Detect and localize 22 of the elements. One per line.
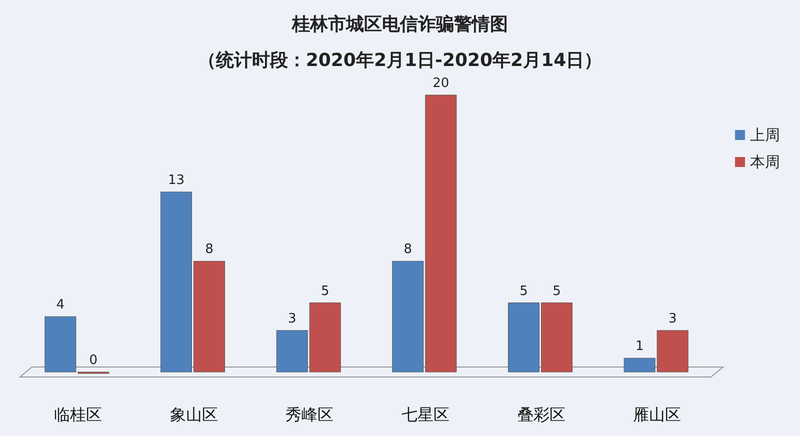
x-tick-label: 七星区: [401, 405, 450, 424]
data-label: 13: [168, 172, 185, 188]
legend-label: 本周: [750, 153, 780, 171]
legend-label: 上周: [750, 126, 780, 144]
x-tick-label: 雁山区: [633, 405, 682, 424]
data-label: 3: [668, 311, 677, 326]
data-label: 5: [320, 284, 330, 299]
data-label: 5: [552, 284, 561, 299]
x-tick-label: 秀峰区: [286, 405, 334, 424]
data-label: 0: [89, 353, 98, 368]
x-tick-label: 象山区: [170, 405, 218, 424]
x-tick-label: 临桂区: [54, 405, 102, 424]
data-label: 20: [432, 76, 450, 91]
data-label: 5: [520, 284, 528, 299]
data-label: 8: [205, 242, 214, 258]
data-label: 3: [288, 311, 296, 326]
data-label: 4: [56, 298, 65, 313]
chart-subtitle: （统计时段：2020年2月1日-2020年2月14日）: [198, 50, 602, 71]
chart-title: 桂林市城区电信诈骗警情图: [291, 14, 508, 35]
data-label: 8: [404, 242, 412, 258]
data-label: 1: [635, 339, 644, 354]
x-tick-label: 叠彩区: [517, 405, 566, 424]
